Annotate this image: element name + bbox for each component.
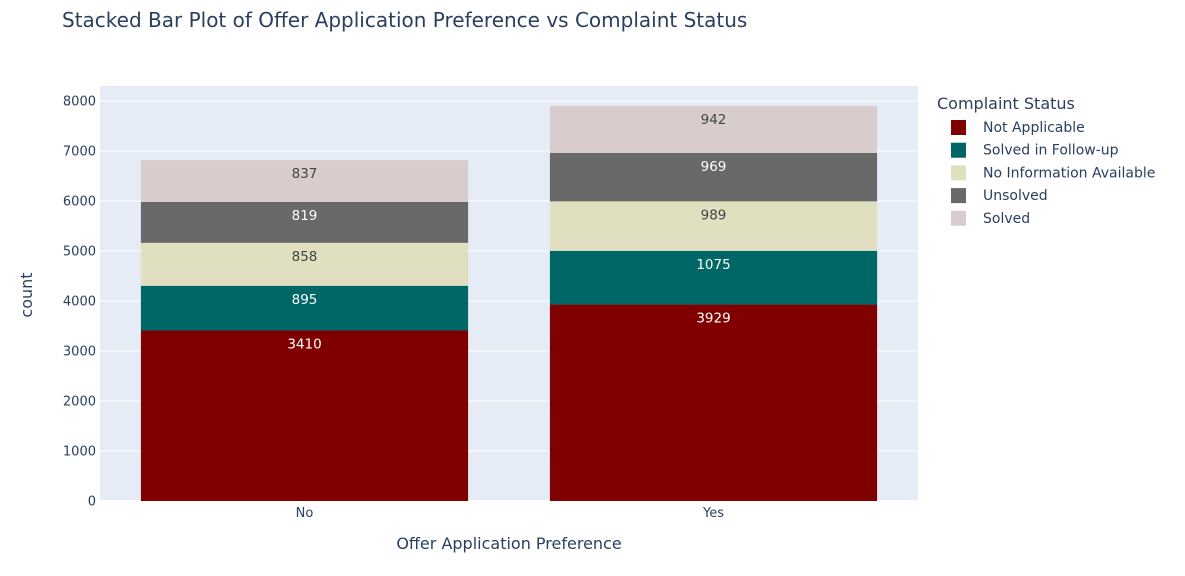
y-tick-label: 6000: [63, 195, 96, 210]
bar-segment: [140, 242, 469, 286]
y-axis: 0 1000 2000 3000 4000 5000 6000 7000 8000: [63, 95, 96, 510]
bar-segment: [549, 304, 878, 501]
y-axis-title: count: [17, 272, 36, 317]
legend-swatch: [951, 120, 966, 135]
bar-value-label: 989: [701, 207, 727, 223]
bar-value-label: 858: [292, 249, 318, 265]
legend-label: No Information Available: [983, 165, 1155, 181]
x-axis-title: Offer Application Preference: [396, 534, 621, 553]
bar-segment: [140, 160, 469, 202]
legend-label: Unsolved: [983, 188, 1048, 204]
y-tick-label: 0: [88, 495, 96, 510]
legend-item[interactable]: Solved in Follow-up: [951, 142, 1119, 159]
legend-title: Complaint Status: [937, 94, 1075, 113]
legend: Complaint Status Not Applicable Solved in…: [937, 94, 1155, 227]
legend-swatch: [951, 210, 966, 226]
legend-label: Not Applicable: [983, 120, 1085, 136]
legend-swatch: [951, 165, 966, 181]
bar-segment: [549, 250, 878, 305]
y-tick-label: 1000: [63, 445, 96, 460]
bar-segment: [140, 201, 469, 243]
bar-value-label: 819: [292, 208, 318, 224]
x-axis: No Yes: [296, 506, 725, 521]
x-tick-label: Yes: [702, 506, 724, 521]
bars: [140, 105, 878, 501]
y-tick-label: 5000: [63, 245, 96, 260]
legend-item[interactable]: Solved: [951, 210, 1030, 227]
legend-swatch: [951, 188, 966, 204]
bar-segment: [140, 330, 469, 501]
bar-value-label: 837: [292, 166, 318, 182]
legend-label: Solved: [983, 211, 1030, 227]
bar-value-label: 895: [292, 292, 318, 308]
legend-item[interactable]: Not Applicable: [951, 120, 1085, 136]
y-tick-label: 3000: [63, 345, 96, 360]
bar-segment: [549, 201, 878, 251]
bar-value-label: 3929: [696, 311, 730, 327]
y-tick-label: 8000: [63, 95, 96, 110]
legend-item[interactable]: Unsolved: [951, 188, 1048, 204]
bar-segment: [549, 105, 878, 153]
bar-segment: [549, 152, 878, 202]
chart-title: Stacked Bar Plot of Offer Application Pr…: [62, 8, 747, 32]
bar-value-label: 969: [701, 159, 727, 175]
y-tick-label: 2000: [63, 395, 96, 410]
y-tick-label: 4000: [63, 295, 96, 310]
y-tick-label: 7000: [63, 145, 96, 160]
legend-swatch: [951, 142, 966, 158]
bar-segment: [140, 285, 469, 331]
bar-labels: 3410 895 858 819 837 3929 1075 989 969 942: [287, 112, 730, 353]
legend-label: Solved in Follow-up: [983, 143, 1119, 159]
bar-value-label: 3410: [287, 337, 321, 353]
bar-value-label: 942: [701, 112, 727, 128]
legend-item[interactable]: No Information Available: [951, 165, 1155, 181]
bar-value-label: 1075: [696, 257, 730, 273]
x-tick-label: No: [296, 506, 314, 521]
